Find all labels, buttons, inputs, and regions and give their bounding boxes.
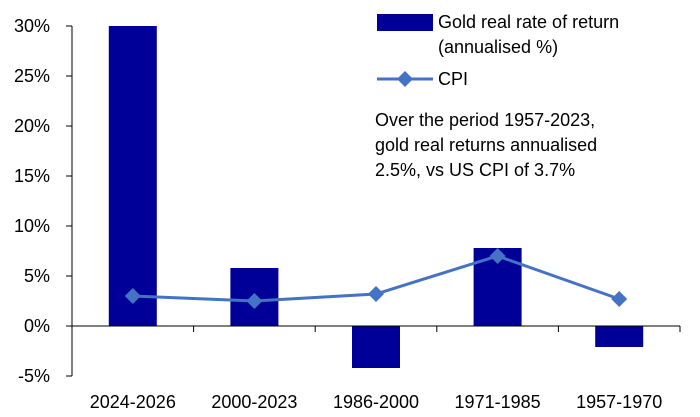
y-tick-label: 25%: [14, 66, 50, 86]
bar: [108, 26, 157, 326]
legend-bar-label-line1: Gold real rate of return: [438, 12, 619, 32]
legend-bar-swatch: [377, 14, 433, 31]
y-tick-label: 5%: [24, 266, 50, 286]
x-tick-label: 2000-2023: [211, 392, 297, 412]
bar: [595, 326, 644, 347]
legend-line-marker: [397, 71, 413, 87]
x-tick-label: 1986-2000: [333, 392, 419, 412]
legend-bar-label-line2: (annualised %): [438, 37, 558, 57]
cpi-marker: [611, 291, 628, 307]
x-tick-label: 1971-1985: [455, 392, 541, 412]
legend: Gold real rate of return (annualised %) …: [377, 12, 619, 89]
cpi-marker: [368, 286, 384, 302]
x-axis-labels: 2024-2026 2000-2023 1986-2000 1971-1985 1957…: [71, 326, 681, 412]
bar: [352, 326, 400, 368]
legend-line-label: CPI: [438, 69, 468, 89]
y-tick-label: 0%: [24, 316, 50, 336]
cpi-marker: [489, 248, 506, 264]
bars: [108, 26, 644, 368]
annotation-line3: 2.5%, vs US CPI of 3.7%: [375, 160, 575, 180]
x-tick-label: 1957-1970: [576, 392, 662, 412]
y-tick-label: 30%: [14, 16, 50, 36]
annotation-line1: Over the period 1957-2023,: [375, 110, 595, 130]
cpi-series: [124, 248, 628, 309]
annotation: Over the period 1957-2023, gold real ret…: [375, 110, 597, 180]
x-tick-label: 2024-2026: [90, 392, 176, 412]
y-tick-label: 10%: [14, 216, 50, 236]
y-tick-label: -5%: [18, 366, 50, 386]
annotation-line2: gold real returns annualised: [375, 135, 597, 155]
y-axis-ticks: 30% 25% 20% 15% 10% 5% 0% -5%: [14, 16, 72, 386]
cpi-marker: [124, 288, 141, 304]
y-tick-label: 15%: [14, 166, 50, 186]
y-tick-label: 20%: [14, 116, 50, 136]
cpi-marker: [246, 293, 263, 309]
